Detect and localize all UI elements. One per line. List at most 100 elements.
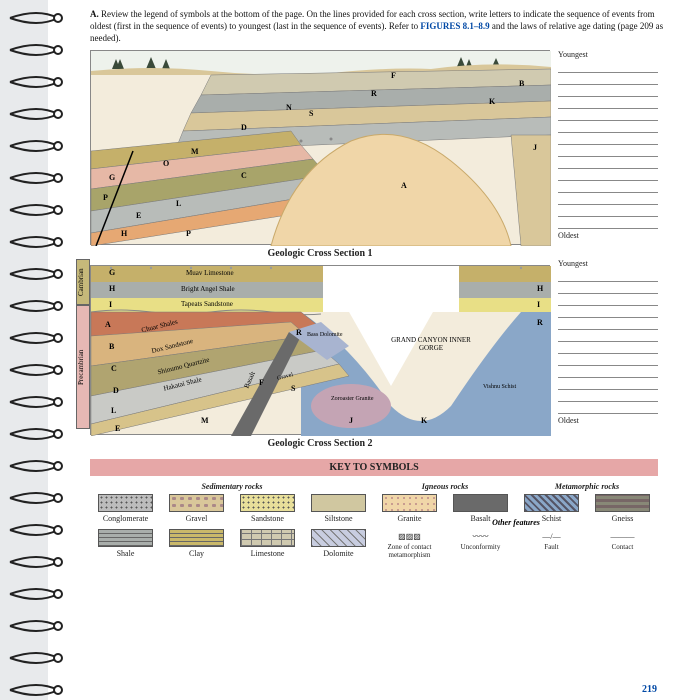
swatch-granite: Granite (374, 494, 445, 523)
label-N: N (286, 103, 292, 112)
feature-label: Zone of contact metamorphism (374, 543, 445, 559)
answer-line[interactable] (558, 109, 658, 121)
label-P2: P (186, 229, 191, 238)
swatch-row-1: ConglomerateGravelSandstoneSiltstoneGran… (90, 494, 658, 523)
answer-line[interactable] (558, 282, 658, 294)
answer-line[interactable] (558, 97, 658, 109)
oldest-label-2: Oldest (558, 416, 658, 425)
answer-line[interactable] (558, 181, 658, 193)
zoro: Zoroaster Granite (331, 396, 373, 402)
label-G: G (109, 173, 115, 182)
era-cambrian: Cambrian (76, 259, 90, 305)
l2-F: F (259, 378, 264, 387)
l2-H: H (109, 284, 115, 293)
answer-line[interactable] (558, 85, 658, 97)
answer-line[interactable] (558, 306, 658, 318)
swatch-label: Gravel (161, 514, 232, 523)
gorge-label: GRAND CANYON INNER GORGE (391, 336, 471, 352)
answer-line[interactable] (558, 157, 658, 169)
swatch-sandstone: Sandstone (232, 494, 303, 523)
swatch-label: Siltstone (303, 514, 374, 523)
answer-line[interactable] (558, 61, 658, 73)
answer-line[interactable] (558, 318, 658, 330)
answer-line[interactable] (558, 342, 658, 354)
feature-symbol: ▨▨▨ (374, 529, 445, 543)
swatch-clay: Clay (161, 529, 232, 558)
answer-line[interactable] (558, 217, 658, 229)
swatch-box (595, 494, 650, 512)
item-letter: A. (90, 9, 99, 19)
swatch-limestone: Limestone (232, 529, 303, 558)
label-D: D (241, 123, 247, 132)
answer-line[interactable] (558, 169, 658, 181)
page-number: 219 (642, 684, 657, 695)
cross-section-1-svg (91, 51, 551, 246)
l2-K: K (421, 416, 427, 425)
answer-line[interactable] (558, 205, 658, 217)
feature-symbol: —/— (516, 529, 587, 543)
answer-line[interactable] (558, 402, 658, 414)
answer-line[interactable] (558, 294, 658, 306)
l2-L: L (111, 406, 116, 415)
swatch-box (240, 529, 295, 547)
caption-1: Geologic Cross Section 1 (90, 248, 550, 259)
answer-line[interactable] (558, 378, 658, 390)
l2-B: B (109, 342, 114, 351)
other-features-block: Other features ▨▨▨Zone of contact metamo… (374, 518, 658, 559)
swatch-label: Dolomite (303, 549, 374, 558)
swatch-box (169, 529, 224, 547)
answer-line[interactable] (558, 121, 658, 133)
head-met: Metamorphic rocks (516, 482, 658, 491)
feature-line: ———Contact (587, 529, 658, 559)
swatch-box (311, 494, 366, 512)
cross-section-1-wrap: F B R K N S D J M O C A G L P E H P Geol… (90, 50, 550, 259)
swatch-box (98, 529, 153, 547)
feature-symbol: ——— (587, 529, 658, 543)
r-I: I (537, 300, 540, 309)
answer-line[interactable] (558, 330, 658, 342)
swatch-label: Limestone (232, 549, 303, 558)
answer-line[interactable] (558, 133, 658, 145)
r-R: R (537, 318, 543, 327)
label-L: L (176, 199, 181, 208)
answer-line[interactable] (558, 366, 658, 378)
oldest-label-1: Oldest (558, 231, 658, 240)
swatch-box (169, 494, 224, 512)
caption-2: Geologic Cross Section 2 (90, 438, 550, 449)
cross-section-2-row: Cambrian Precambrian (90, 259, 670, 449)
l2-S: S (291, 384, 295, 393)
swatch-shale: Shale (90, 529, 161, 558)
youngest-label-1: Youngest (558, 50, 658, 59)
label-O: O (163, 159, 169, 168)
swatch-conglomerate: Conglomerate (90, 494, 161, 523)
swatch-label: Clay (161, 549, 232, 558)
answer-line[interactable] (558, 354, 658, 366)
answer-line[interactable] (558, 193, 658, 205)
answer-line[interactable] (558, 390, 658, 402)
cross-section-1: F B R K N S D J M O C A G L P E H P (90, 50, 550, 245)
cross-section-1-row: F B R K N S D J M O C A G L P E H P Geol… (90, 50, 670, 259)
answer-line[interactable] (558, 145, 658, 157)
feature-label: Unconformity (445, 543, 516, 551)
answer-line[interactable] (558, 73, 658, 85)
swatch-box (382, 494, 437, 512)
swatch-label: Granite (374, 514, 445, 523)
swatch-box (98, 494, 153, 512)
l2-I: I (109, 300, 112, 309)
feature-row: ▨▨▨Zone of contact metamorphism〰〰Unconfo… (374, 529, 658, 559)
swatch-box (453, 494, 508, 512)
page-content: A. Review the legend of symbols at the b… (60, 0, 682, 700)
swatch-dolomite: Dolomite (303, 529, 374, 558)
l2-M: M (201, 416, 209, 425)
feature-label: Fault (516, 543, 587, 551)
answer-line[interactable] (558, 270, 658, 282)
l2-G: G (109, 268, 115, 277)
l2-E: E (115, 424, 120, 433)
label-B: B (519, 79, 524, 88)
cross-section-2-wrap: Cambrian Precambrian (90, 259, 550, 449)
key-section: Sedimentary rocks Igneous rocks Metamorp… (90, 482, 658, 559)
feature-wavy: 〰〰Unconformity (445, 529, 516, 559)
n2-R: Bass Dolomite (307, 332, 343, 338)
n2-G: Muav Limestone (186, 269, 234, 277)
swatch-label: Conglomerate (90, 514, 161, 523)
